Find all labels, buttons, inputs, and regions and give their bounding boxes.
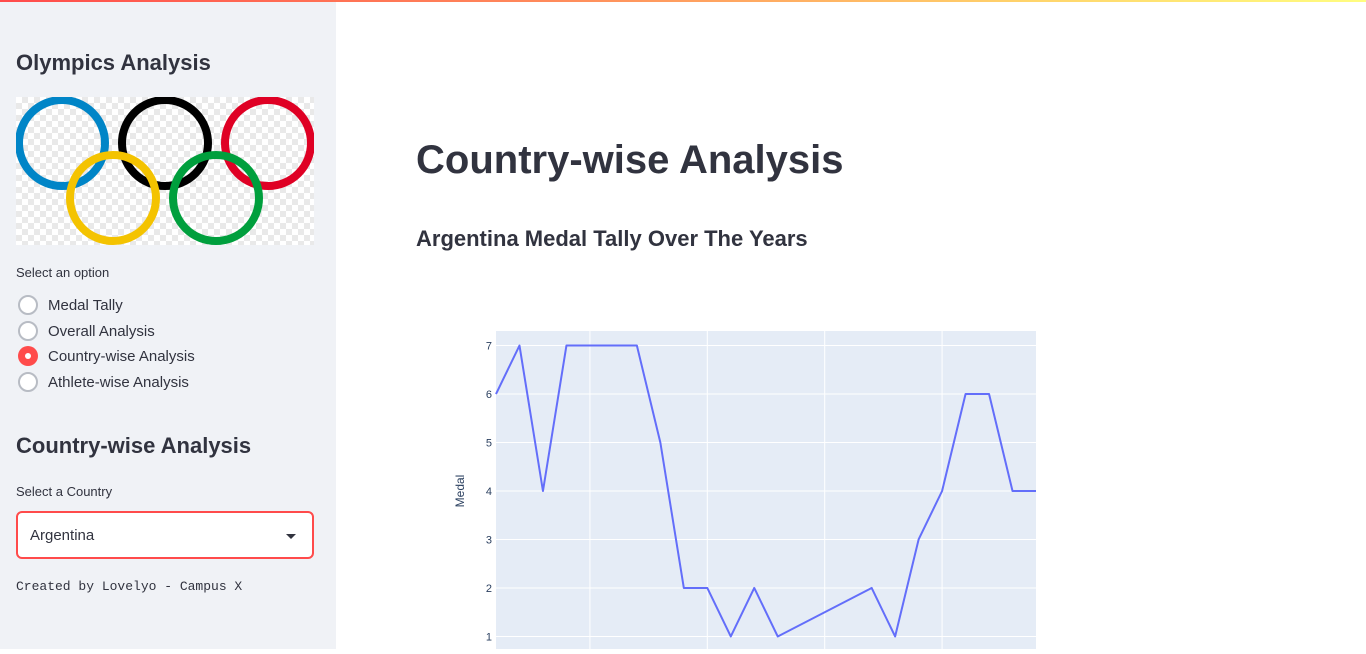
plot-area <box>496 331 1036 651</box>
y-tick-label: 3 <box>486 534 492 546</box>
radio-label: Medal Tally <box>48 296 123 314</box>
radio-medal-tally[interactable]: Medal Tally <box>18 294 123 316</box>
y-tick-label: 1 <box>486 631 492 643</box>
y-tick-label: 7 <box>486 341 492 353</box>
olympic-rings-icon <box>15 96 315 245</box>
radio-group-label: Select an option <box>16 265 110 280</box>
medal-line-chart: 12345671940196019802000Medal <box>416 300 1076 654</box>
radio-circle[interactable] <box>18 321 38 341</box>
y-tick-label: 6 <box>486 389 492 401</box>
y-tick-label: 4 <box>486 486 492 498</box>
country-select-value: Argentina <box>30 526 95 544</box>
country-select[interactable]: Argentina <box>16 511 314 559</box>
radio-athlete-wise-analysis[interactable]: Athlete-wise Analysis <box>18 371 189 393</box>
radio-circle[interactable] <box>18 295 38 315</box>
y-tick-label: 2 <box>486 583 492 595</box>
radio-circle[interactable] <box>18 372 38 392</box>
radio-label: Country-wise Analysis <box>48 347 195 365</box>
medal-series-line <box>495 344 1036 638</box>
sidebar: Olympics Analysis Select an option Medal… <box>0 0 336 649</box>
radio-circle-selected[interactable] <box>18 346 38 366</box>
page-title: Country-wise Analysis <box>416 138 844 182</box>
y-tick-label: 5 <box>486 438 492 450</box>
country-select-label: Select a Country <box>16 484 113 499</box>
top-decoration-bar <box>0 0 1366 2</box>
y-axis-label: Medal <box>453 475 467 508</box>
chart-svg: 12345671940196019802000Medal <box>453 331 1036 651</box>
radio-country-wise-analysis[interactable]: Country-wise Analysis <box>18 345 195 367</box>
chart-heading: Argentina Medal Tally Over The Years <box>416 226 808 251</box>
credit-text: Created by Lovelyo - Campus X <box>16 579 243 594</box>
sidebar-title: Olympics Analysis <box>16 50 211 75</box>
radio-label: Overall Analysis <box>48 322 155 340</box>
olympic-rings-logo <box>15 96 315 245</box>
radio-overall-analysis[interactable]: Overall Analysis <box>18 320 155 342</box>
chevron-down-icon <box>286 534 296 539</box>
sidebar-section-title: Country-wise Analysis <box>16 433 252 458</box>
radio-label: Athlete-wise Analysis <box>48 373 189 391</box>
